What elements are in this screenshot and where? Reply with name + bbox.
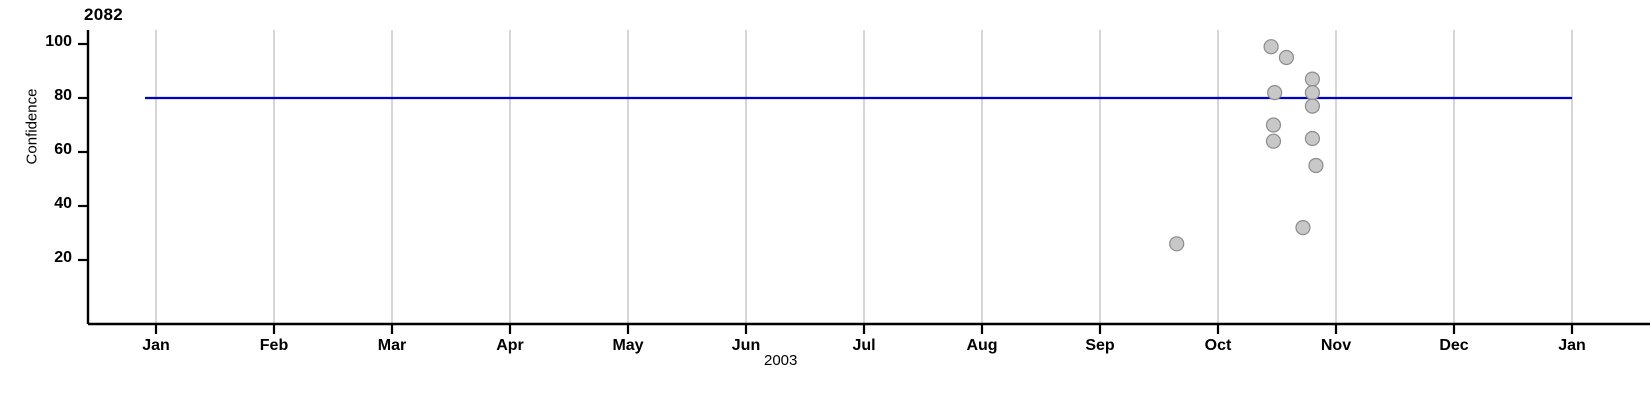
- x-axis-tick-label: Jan: [142, 337, 170, 354]
- data-point[interactable]: [1304, 130, 1321, 147]
- data-point[interactable]: [1278, 49, 1295, 66]
- data-point[interactable]: [1295, 220, 1311, 236]
- x-axis-tick-label: May: [612, 337, 644, 354]
- x-axis-tick-label: Jul: [852, 337, 876, 354]
- x-axis-tick-label: Mar: [377, 337, 407, 354]
- data-point[interactable]: [1267, 84, 1283, 101]
- data-point[interactable]: [1304, 71, 1321, 87]
- x-axis-tick-label: Feb: [259, 337, 289, 354]
- x-axis-tick-label: Aug: [966, 337, 998, 354]
- x-axis-tick-label: Jan: [1558, 337, 1586, 354]
- data-point[interactable]: [1308, 157, 1324, 174]
- data-point[interactable]: [1265, 133, 1282, 149]
- x-axis-tick-label: Sep: [1085, 337, 1115, 354]
- y-axis-tick-label: 20: [54, 249, 72, 266]
- panel-title: 2082: [84, 5, 124, 24]
- y-axis-tick-label: 100: [45, 33, 72, 50]
- data-point[interactable]: [1265, 117, 1282, 133]
- x-axis-tick-label: Jun: [731, 337, 761, 354]
- data-point[interactable]: [1263, 39, 1279, 55]
- data-point[interactable]: [1304, 84, 1321, 101]
- y-axis-tick-label: 80: [54, 87, 72, 104]
- x-axis-title: 2003: [764, 352, 798, 369]
- x-axis-tick-label: Dec: [1439, 337, 1469, 354]
- x-axis-tick-label: Apr: [496, 337, 524, 354]
- data-point[interactable]: [1304, 98, 1321, 114]
- x-axis-tick-label: Nov: [1320, 337, 1352, 354]
- x-axis-tick-label: Oct: [1204, 337, 1232, 354]
- y-axis-tick-label: 60: [54, 141, 72, 158]
- y-axis-tick-label: 40: [54, 195, 72, 212]
- data-point[interactable]: [1169, 236, 1185, 252]
